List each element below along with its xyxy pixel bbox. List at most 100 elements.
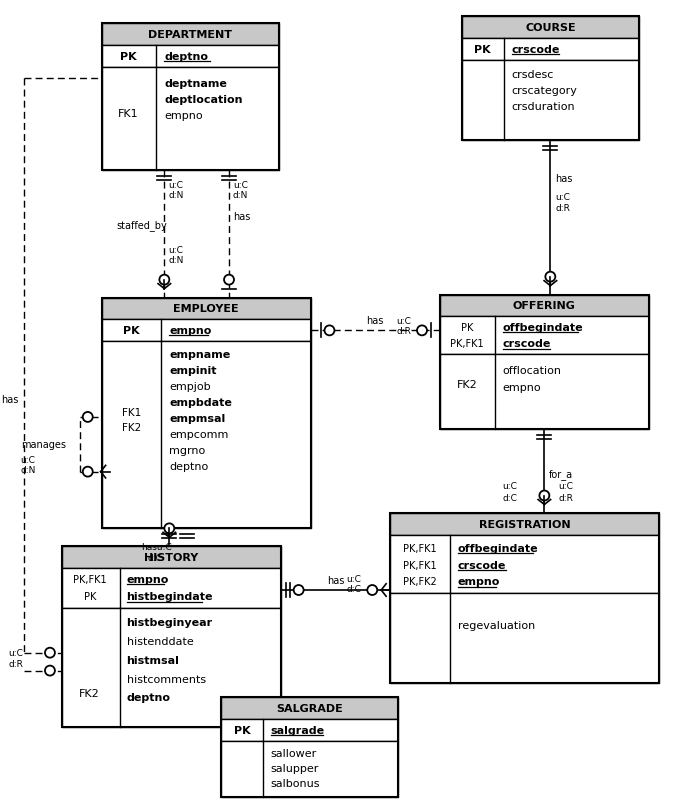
Bar	[390, 514, 659, 536]
Text: deptname: deptname	[164, 79, 227, 88]
Text: empno: empno	[164, 111, 203, 121]
Bar	[101, 298, 310, 320]
Text: crsdesc: crsdesc	[511, 70, 554, 79]
Text: deptno: deptno	[169, 461, 208, 471]
Text: salgrade: salgrade	[270, 725, 325, 735]
Text: empjob: empjob	[169, 382, 211, 391]
Text: salupper: salupper	[270, 764, 319, 773]
Ellipse shape	[159, 275, 169, 286]
Bar	[221, 719, 398, 741]
Text: FK1: FK1	[122, 407, 141, 417]
Text: empbdate: empbdate	[169, 398, 233, 407]
Bar	[62, 569, 281, 608]
Text: salbonus: salbonus	[270, 778, 320, 788]
Bar	[462, 61, 639, 141]
Text: empno: empno	[169, 326, 212, 336]
Bar	[62, 546, 281, 727]
Text: crscode: crscode	[457, 561, 506, 570]
Text: d:N: d:N	[168, 190, 184, 200]
Bar	[390, 514, 659, 683]
Bar	[462, 17, 639, 141]
Text: u:C: u:C	[502, 481, 518, 491]
Text: PK,FK2: PK,FK2	[403, 577, 437, 586]
Bar	[440, 295, 649, 317]
Text: u:C: u:C	[558, 481, 573, 491]
Text: regevaluation: regevaluation	[457, 620, 535, 630]
Text: has: has	[233, 212, 250, 221]
Bar	[101, 298, 310, 529]
Text: sallower: sallower	[270, 748, 317, 758]
Ellipse shape	[545, 273, 555, 282]
Text: PK: PK	[461, 323, 473, 333]
Ellipse shape	[45, 648, 55, 658]
Text: PK,FK1: PK,FK1	[73, 574, 106, 585]
Bar	[62, 546, 281, 569]
Ellipse shape	[540, 491, 549, 501]
Bar	[101, 24, 279, 171]
Text: PK,FK1: PK,FK1	[403, 544, 437, 553]
Text: PK: PK	[124, 326, 140, 336]
Text: empmsal: empmsal	[169, 413, 226, 423]
Text: u:C: u:C	[168, 180, 184, 189]
Text: deptlocation: deptlocation	[164, 95, 243, 104]
Text: PK: PK	[234, 725, 250, 735]
Text: u:C: u:C	[8, 648, 23, 658]
Text: PK,FK1: PK,FK1	[403, 561, 437, 570]
Ellipse shape	[83, 467, 92, 477]
Text: offbegindate: offbegindate	[502, 323, 583, 333]
Text: EMPLOYEE: EMPLOYEE	[173, 304, 239, 314]
Text: d:N: d:N	[233, 190, 248, 200]
Text: crscode: crscode	[511, 45, 560, 55]
Bar	[101, 46, 279, 67]
Text: FK1: FK1	[118, 108, 139, 119]
Text: has: has	[366, 316, 384, 326]
Text: has: has	[1, 395, 19, 404]
Text: d:N: d:N	[168, 256, 184, 265]
Text: d:R: d:R	[555, 203, 570, 213]
Text: histenddate: histenddate	[126, 636, 193, 646]
Text: u:C: u:C	[20, 456, 35, 464]
Text: offbegindate: offbegindate	[457, 544, 538, 553]
Text: histcomments: histcomments	[126, 674, 206, 683]
Bar	[101, 342, 310, 529]
Ellipse shape	[294, 585, 304, 595]
Ellipse shape	[224, 275, 234, 286]
Bar	[221, 698, 398, 797]
Text: d:C: d:C	[148, 553, 162, 562]
Text: DEPARTMENT: DEPARTMENT	[148, 30, 233, 40]
Text: FK2: FK2	[456, 379, 477, 390]
Text: histmsal: histmsal	[126, 654, 179, 665]
Text: empcomm: empcomm	[169, 429, 228, 439]
Bar	[390, 536, 659, 593]
Text: SALGRADE: SALGRADE	[276, 703, 343, 714]
Ellipse shape	[324, 326, 335, 336]
Text: offlocation: offlocation	[502, 366, 562, 375]
Bar	[221, 698, 398, 719]
Bar	[101, 24, 279, 46]
Text: mgrno: mgrno	[169, 445, 206, 456]
Text: manages: manages	[21, 439, 66, 449]
Bar	[62, 608, 281, 727]
Text: d:C: d:C	[346, 584, 362, 593]
Text: PK,FK1: PK,FK1	[450, 339, 484, 349]
Text: u:C: u:C	[396, 317, 411, 326]
Bar	[440, 317, 649, 354]
Bar	[440, 354, 649, 429]
Text: COURSE: COURSE	[525, 23, 575, 33]
Text: has: has	[555, 174, 573, 184]
Text: PK: PK	[83, 591, 96, 602]
Text: d:C: d:C	[502, 493, 518, 502]
Ellipse shape	[164, 524, 175, 533]
Bar	[390, 593, 659, 683]
Text: crsduration: crsduration	[511, 101, 575, 111]
Text: PK: PK	[474, 45, 491, 55]
Text: empinit: empinit	[169, 366, 217, 375]
Text: histbeginyear: histbeginyear	[126, 617, 213, 627]
Text: empno: empno	[126, 574, 169, 585]
Text: d:N: d:N	[20, 465, 35, 475]
Text: crscode: crscode	[502, 339, 551, 349]
Text: has: has	[327, 575, 344, 585]
Text: u:C: u:C	[168, 246, 184, 255]
Text: empno: empno	[502, 383, 541, 393]
Ellipse shape	[83, 412, 92, 423]
